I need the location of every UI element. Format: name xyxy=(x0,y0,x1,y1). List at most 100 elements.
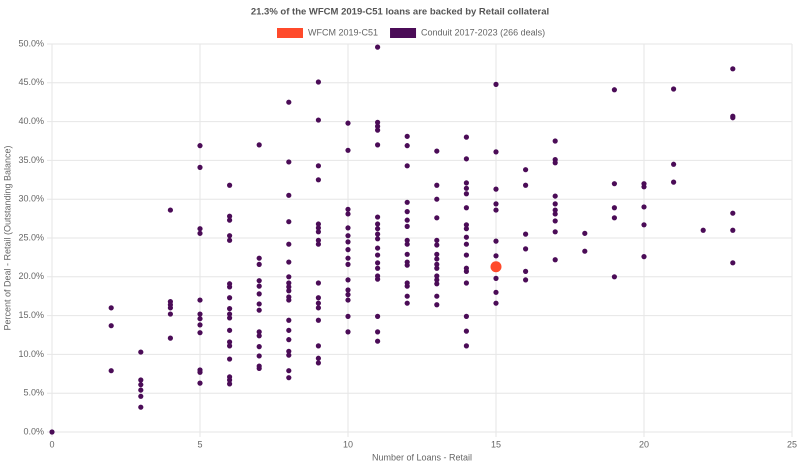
data-point xyxy=(434,148,440,154)
data-point xyxy=(286,259,292,265)
data-point xyxy=(286,288,292,294)
data-point xyxy=(345,147,351,153)
data-point xyxy=(375,313,381,319)
data-point xyxy=(611,274,618,280)
x-tick-label: 25 xyxy=(787,439,797,449)
data-point xyxy=(434,256,440,262)
data-point xyxy=(523,231,529,237)
data-point xyxy=(227,306,233,312)
data-point xyxy=(138,377,144,383)
data-point xyxy=(434,242,440,248)
data-point xyxy=(375,236,381,242)
data-point xyxy=(730,260,736,266)
y-tick-label: 30.0% xyxy=(18,194,44,204)
data-point xyxy=(463,252,469,258)
data-point xyxy=(197,297,203,303)
data-point xyxy=(138,404,144,410)
data-point xyxy=(434,215,440,221)
y-axis-label: Percent of Deal - Retail (Outstanding Ba… xyxy=(2,145,12,330)
data-point xyxy=(108,323,114,329)
data-point xyxy=(256,329,262,335)
data-point xyxy=(641,204,647,210)
data-point xyxy=(463,222,469,228)
data-point xyxy=(227,311,233,317)
data-point xyxy=(523,268,529,274)
data-point xyxy=(641,222,647,228)
data-point xyxy=(375,245,381,251)
y-tick-label: 50.0% xyxy=(18,38,44,48)
data-point xyxy=(227,284,233,290)
data-point xyxy=(315,225,321,231)
data-point xyxy=(671,161,677,167)
data-point xyxy=(463,343,469,349)
data-point xyxy=(227,343,233,349)
data-point xyxy=(315,355,321,361)
data-point xyxy=(256,291,262,297)
data-point xyxy=(315,221,321,227)
data-point xyxy=(463,185,469,191)
legend-label: WFCM 2019-C51 xyxy=(308,27,378,37)
data-point xyxy=(315,237,321,243)
data-point xyxy=(345,225,351,231)
data-point xyxy=(286,274,292,280)
data-point xyxy=(286,159,292,165)
data-point xyxy=(345,233,351,239)
data-point xyxy=(493,289,499,295)
y-tick-label: 25.0% xyxy=(18,232,44,242)
data-point xyxy=(256,307,262,313)
data-point xyxy=(434,261,440,267)
data-point xyxy=(345,206,351,212)
data-point xyxy=(375,44,381,50)
data-point xyxy=(197,316,203,322)
data-point xyxy=(197,322,203,328)
x-axis-label: Number of Loans - Retail xyxy=(372,452,472,462)
data-point xyxy=(286,317,292,323)
data-point xyxy=(286,348,292,354)
data-point xyxy=(286,337,292,343)
data-point xyxy=(375,252,381,258)
data-point xyxy=(434,277,440,283)
data-point xyxy=(167,311,173,317)
data-point xyxy=(552,211,558,217)
data-point xyxy=(227,377,233,383)
data-point xyxy=(641,254,647,260)
x-tick-label: 5 xyxy=(197,439,202,449)
data-point xyxy=(345,211,351,217)
x-tick-label: 15 xyxy=(491,439,501,449)
data-point xyxy=(345,239,351,245)
data-point xyxy=(552,201,558,207)
data-point xyxy=(227,315,233,321)
data-point xyxy=(256,365,262,371)
data-point xyxy=(345,329,351,335)
data-point xyxy=(463,241,469,247)
data-point xyxy=(108,305,114,311)
x-tick-label: 20 xyxy=(639,439,649,449)
data-point xyxy=(197,143,203,149)
data-point xyxy=(611,87,618,93)
data-point xyxy=(434,237,440,243)
data-point xyxy=(493,201,499,207)
data-point xyxy=(315,305,321,311)
data-point xyxy=(463,180,469,186)
data-point xyxy=(227,217,233,223)
data-point xyxy=(138,382,144,388)
data-point xyxy=(227,295,233,301)
data-point xyxy=(227,233,233,239)
data-point xyxy=(286,368,292,374)
data-point xyxy=(463,134,469,140)
data-point xyxy=(493,300,499,306)
data-point xyxy=(730,66,736,72)
data-point xyxy=(404,237,410,243)
data-point xyxy=(523,167,529,173)
data-point xyxy=(167,207,173,213)
data-point xyxy=(375,231,381,237)
data-point xyxy=(700,227,706,233)
data-point xyxy=(375,329,381,335)
data-point xyxy=(552,229,558,235)
data-point xyxy=(730,115,736,121)
data-point xyxy=(404,143,410,149)
data-point xyxy=(641,184,647,190)
data-point xyxy=(552,218,558,224)
